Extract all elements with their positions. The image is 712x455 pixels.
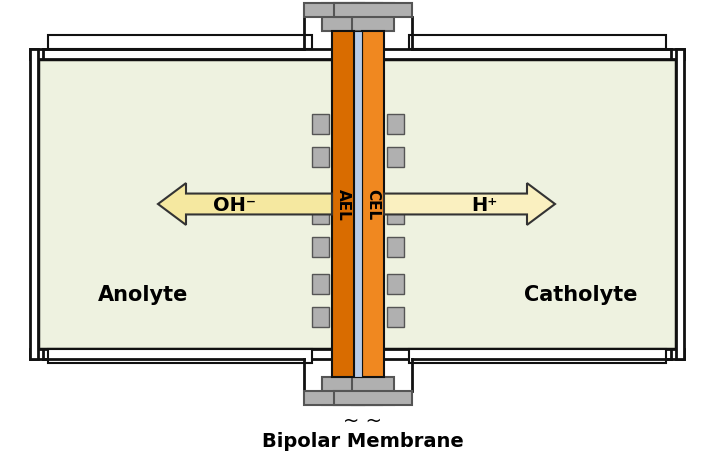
Bar <box>352 377 394 405</box>
Bar <box>409 36 666 50</box>
Bar <box>387 307 404 327</box>
Bar <box>312 274 329 294</box>
Bar <box>312 238 329 258</box>
Polygon shape <box>158 184 332 225</box>
Bar <box>387 274 404 294</box>
Bar <box>387 205 404 224</box>
Bar <box>676 50 684 359</box>
Bar <box>387 148 404 167</box>
Bar <box>322 377 364 405</box>
Bar <box>332 32 354 377</box>
Bar <box>354 32 362 377</box>
Bar <box>304 391 382 405</box>
Text: Anolyte: Anolyte <box>98 284 188 304</box>
Bar <box>352 4 394 32</box>
Bar <box>30 349 684 359</box>
Bar <box>312 205 329 224</box>
Text: Bipolar Membrane: Bipolar Membrane <box>262 431 464 450</box>
Bar <box>48 36 312 50</box>
Bar <box>387 115 404 135</box>
Bar <box>334 4 412 18</box>
Text: CEL: CEL <box>365 189 380 220</box>
Bar <box>30 50 684 60</box>
Text: AEL: AEL <box>335 189 350 220</box>
Bar <box>30 50 38 359</box>
Text: OH⁻: OH⁻ <box>214 196 256 215</box>
Bar <box>38 60 676 349</box>
Bar <box>312 148 329 167</box>
Bar <box>304 4 382 18</box>
Bar <box>334 391 412 405</box>
Bar <box>387 238 404 258</box>
Bar <box>322 4 364 32</box>
Text: Catholyte: Catholyte <box>524 284 638 304</box>
Bar <box>48 349 312 363</box>
Bar <box>409 349 666 363</box>
Bar <box>362 32 384 377</box>
Polygon shape <box>384 184 555 225</box>
Bar <box>312 307 329 327</box>
Text: ~ ~: ~ ~ <box>343 412 382 430</box>
Text: H⁺: H⁺ <box>471 196 498 215</box>
Bar <box>312 115 329 135</box>
